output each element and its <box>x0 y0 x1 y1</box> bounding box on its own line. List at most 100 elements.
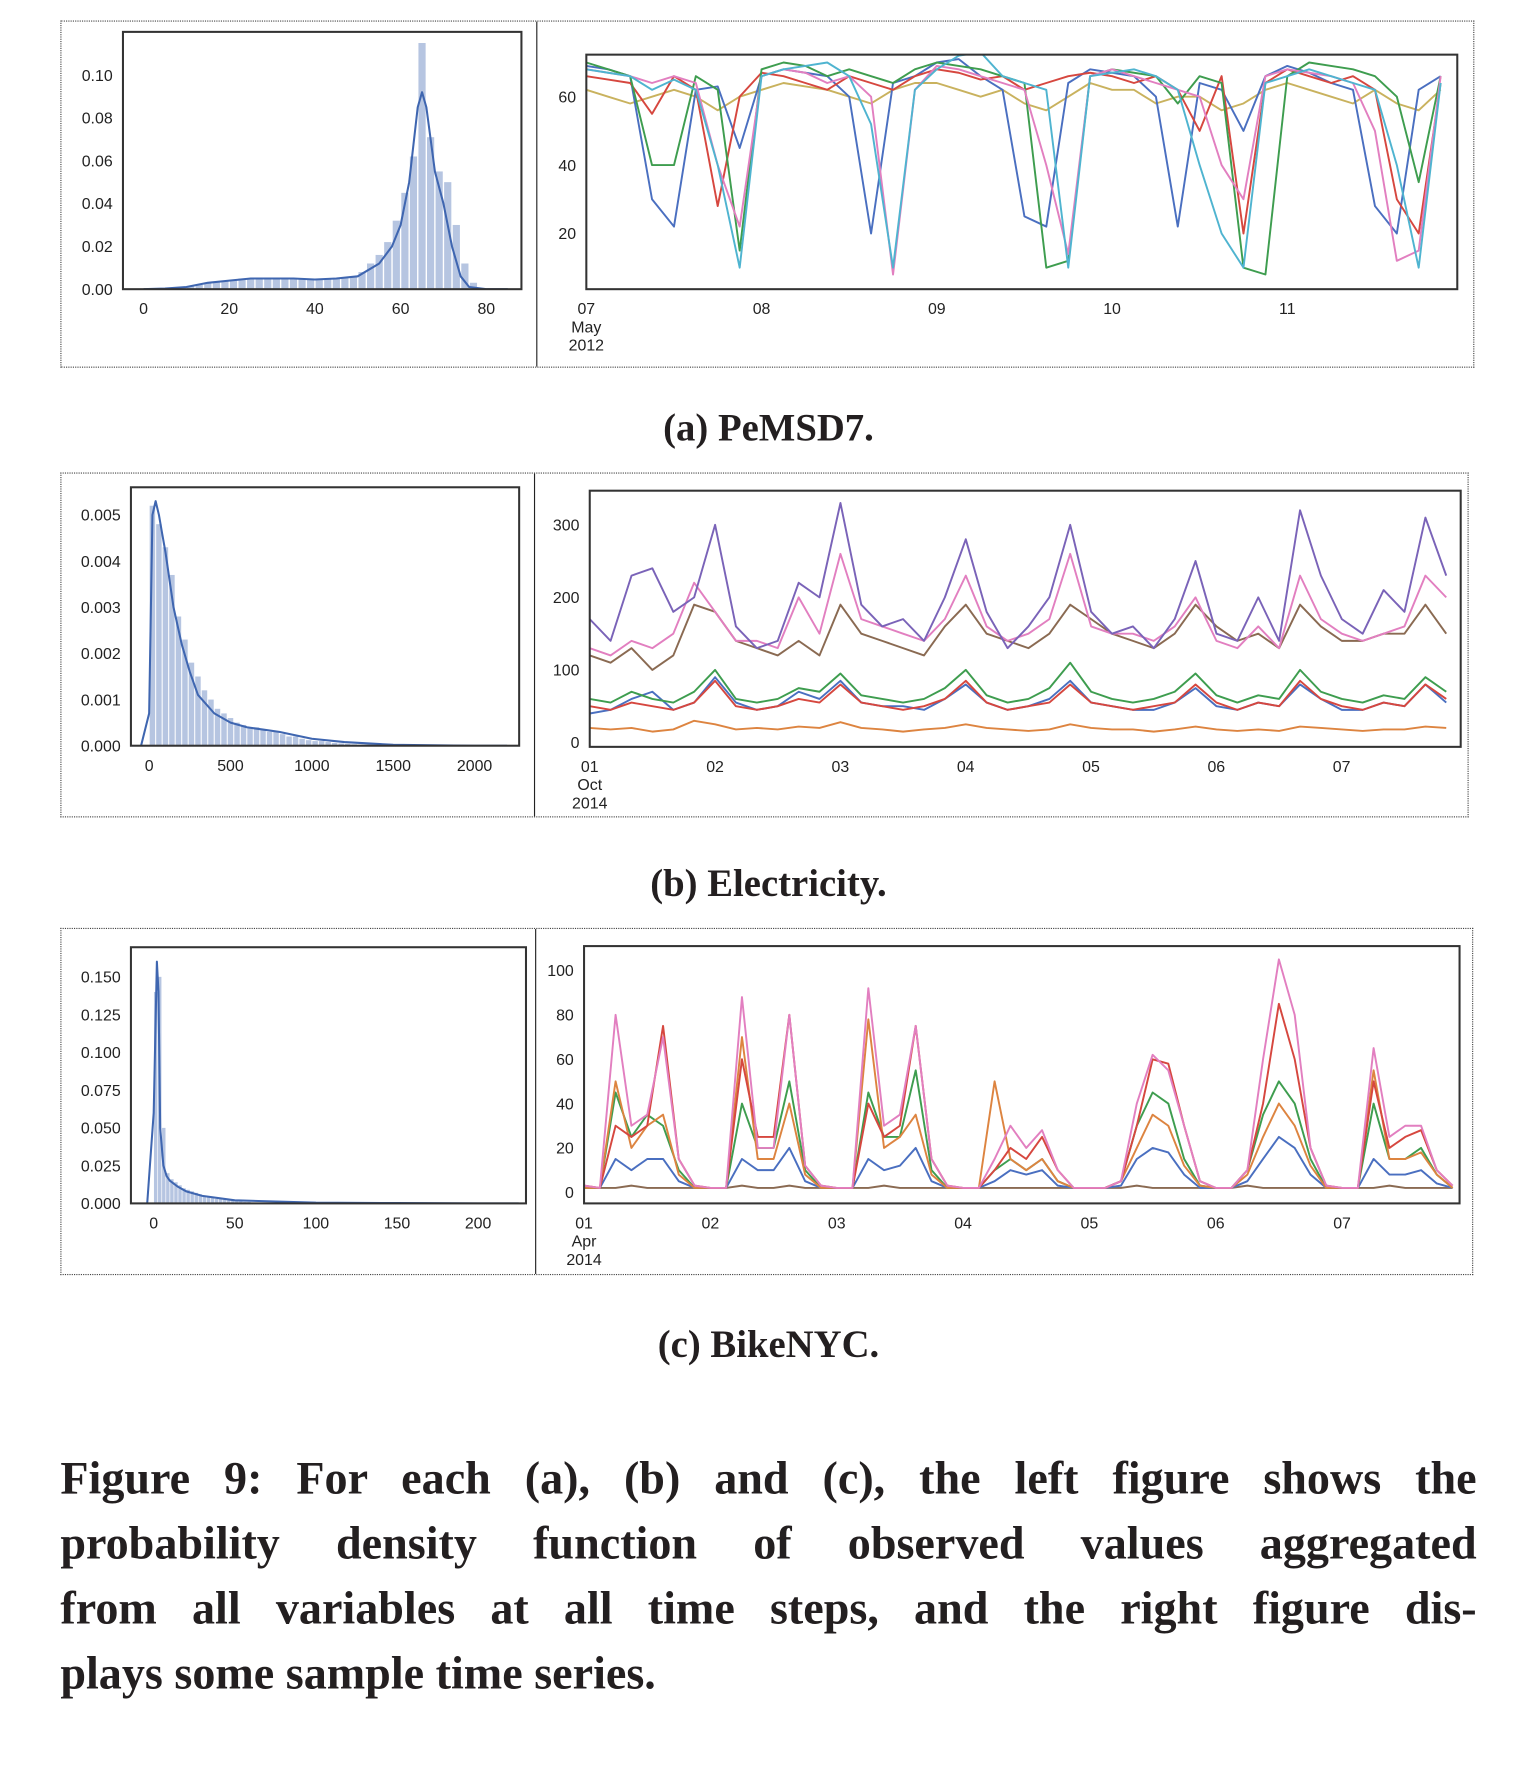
histogram-bar <box>324 278 331 289</box>
y-tick-label: 0 <box>571 735 580 752</box>
x-tick-label: 0 <box>145 758 154 775</box>
y-tick-label: 40 <box>558 158 576 175</box>
series-line <box>590 721 1446 732</box>
histogram-bar <box>298 280 305 290</box>
histogram-bar <box>247 278 254 289</box>
y-tick-label: 0.075 <box>81 1083 121 1100</box>
histogram-bar <box>453 225 460 289</box>
y-tick-label: 0.125 <box>81 1007 121 1024</box>
y-tick-label: 100 <box>547 963 574 980</box>
x-tick-label: 0 <box>139 301 148 318</box>
series-line <box>590 681 1446 710</box>
y-tick-label: 0.150 <box>81 970 121 987</box>
x-tick-label: 10 <box>1103 301 1121 318</box>
subcaption-a: (a) PeMSD7. <box>0 408 1537 451</box>
figure-caption-line: Figure 9: For each (a), (b) and (c), the… <box>60 1446 1476 1511</box>
histogram-bar <box>163 547 168 745</box>
series-line <box>586 63 1440 275</box>
y-tick-label: 40 <box>556 1096 574 1113</box>
axes-frame <box>123 32 521 289</box>
subcaption-b: (b) Electricity. <box>0 863 1537 906</box>
series-line <box>584 1019 1453 1188</box>
x-tick-label: 100 <box>303 1215 330 1232</box>
figure-caption: Figure 9: For each (a), (b) and (c), the… <box>60 1446 1476 1706</box>
y-tick-label: 0.002 <box>81 646 121 663</box>
plot-area <box>590 503 1446 732</box>
y-tick-label: 80 <box>556 1008 574 1025</box>
x-tick-label: May <box>571 319 601 336</box>
y-tick-label: 0 <box>565 1185 574 1202</box>
histogram-bar <box>316 280 323 290</box>
y-tick-label: 0.000 <box>81 1196 121 1213</box>
series-line <box>584 1004 1453 1188</box>
y-tick-label: 60 <box>558 89 576 106</box>
x-tick-label: 06 <box>1207 759 1225 776</box>
histogram-bar <box>267 732 272 746</box>
x-tick-label: 60 <box>392 301 410 318</box>
x-tick-label: 01 <box>575 1215 593 1232</box>
histogram-bar <box>241 725 246 746</box>
histogram-bar <box>256 278 263 289</box>
histogram-bar <box>264 278 271 289</box>
plot-area <box>144 43 508 289</box>
histogram-bar <box>273 732 278 746</box>
x-tick-label: 06 <box>1207 1215 1225 1232</box>
series-line <box>590 503 1446 648</box>
plot-area <box>584 959 1453 1187</box>
x-tick-label: 04 <box>954 1215 972 1232</box>
histogram-bar <box>418 43 425 289</box>
x-tick-label: 01 <box>581 759 599 776</box>
histogram-bar <box>333 278 340 289</box>
series-line <box>586 59 1440 233</box>
x-tick-label: Apr <box>572 1234 597 1251</box>
x-tick-label: 2000 <box>457 758 493 775</box>
y-tick-label: 0.100 <box>81 1045 121 1062</box>
histogram-bar <box>350 276 357 289</box>
y-tick-label: 20 <box>556 1141 574 1158</box>
histogram-bar <box>260 730 265 746</box>
x-tick-label: 80 <box>477 301 495 318</box>
x-tick-label: 08 <box>753 301 771 318</box>
y-tick-label: 0.000 <box>81 738 121 755</box>
x-tick-label: 1000 <box>294 758 330 775</box>
plot-area <box>147 962 518 1204</box>
series-line <box>584 1070 1453 1188</box>
subcaption-c: (c) BikeNYC. <box>0 1324 1537 1367</box>
y-tick-label: 0.001 <box>81 692 121 709</box>
x-tick-label: 04 <box>957 759 975 776</box>
x-tick-label: 500 <box>217 758 244 775</box>
x-tick-label: 07 <box>577 301 595 318</box>
histogram-bar <box>307 280 314 290</box>
y-tick-label: 300 <box>553 517 580 534</box>
y-tick-label: 0.005 <box>81 508 121 525</box>
plot-area <box>586 52 1440 274</box>
histogram-bar <box>281 279 288 289</box>
y-tick-label: 20 <box>558 226 576 243</box>
x-tick-label: 50 <box>226 1215 244 1232</box>
x-tick-label: 150 <box>384 1215 411 1232</box>
x-tick-label: 200 <box>465 1215 492 1232</box>
x-tick-label: 07 <box>1333 1215 1351 1232</box>
x-tick-label: 40 <box>306 301 324 318</box>
x-tick-label: 2014 <box>572 795 608 812</box>
histogram-bar <box>247 727 252 745</box>
histogram-bar <box>280 734 285 746</box>
histogram-bar <box>156 524 161 746</box>
histogram-bar <box>254 727 259 745</box>
y-tick-label: 0.02 <box>82 239 113 256</box>
x-tick-label: 11 <box>1279 301 1296 318</box>
histogram-bar <box>290 280 297 290</box>
y-tick-label: 60 <box>556 1052 574 1069</box>
x-tick-label: 2014 <box>566 1252 602 1269</box>
y-tick-label: 0.025 <box>81 1158 121 1175</box>
histogram-bar <box>293 736 298 745</box>
x-tick-label: 02 <box>706 759 724 776</box>
x-tick-label: 03 <box>832 759 850 776</box>
x-tick-label: 0 <box>149 1215 158 1232</box>
